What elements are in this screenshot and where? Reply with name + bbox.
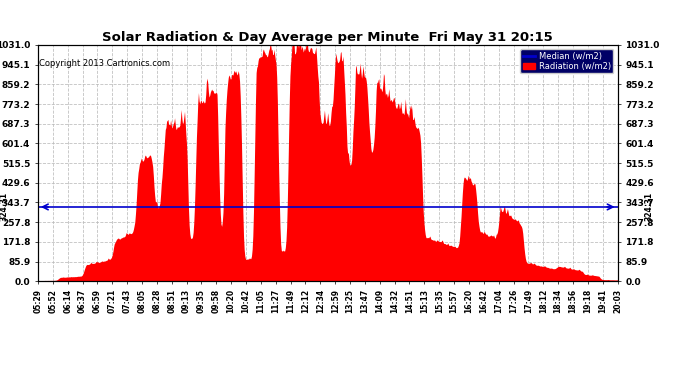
- Text: 324.31: 324.31: [0, 192, 9, 222]
- Title: Solar Radiation & Day Average per Minute  Fri May 31 20:15: Solar Radiation & Day Average per Minute…: [102, 31, 553, 44]
- Text: Copyright 2013 Cartronics.com: Copyright 2013 Cartronics.com: [39, 59, 170, 68]
- Text: 324.31: 324.31: [645, 192, 654, 222]
- Legend: Median (w/m2), Radiation (w/m2): Median (w/m2), Radiation (w/m2): [520, 49, 613, 74]
